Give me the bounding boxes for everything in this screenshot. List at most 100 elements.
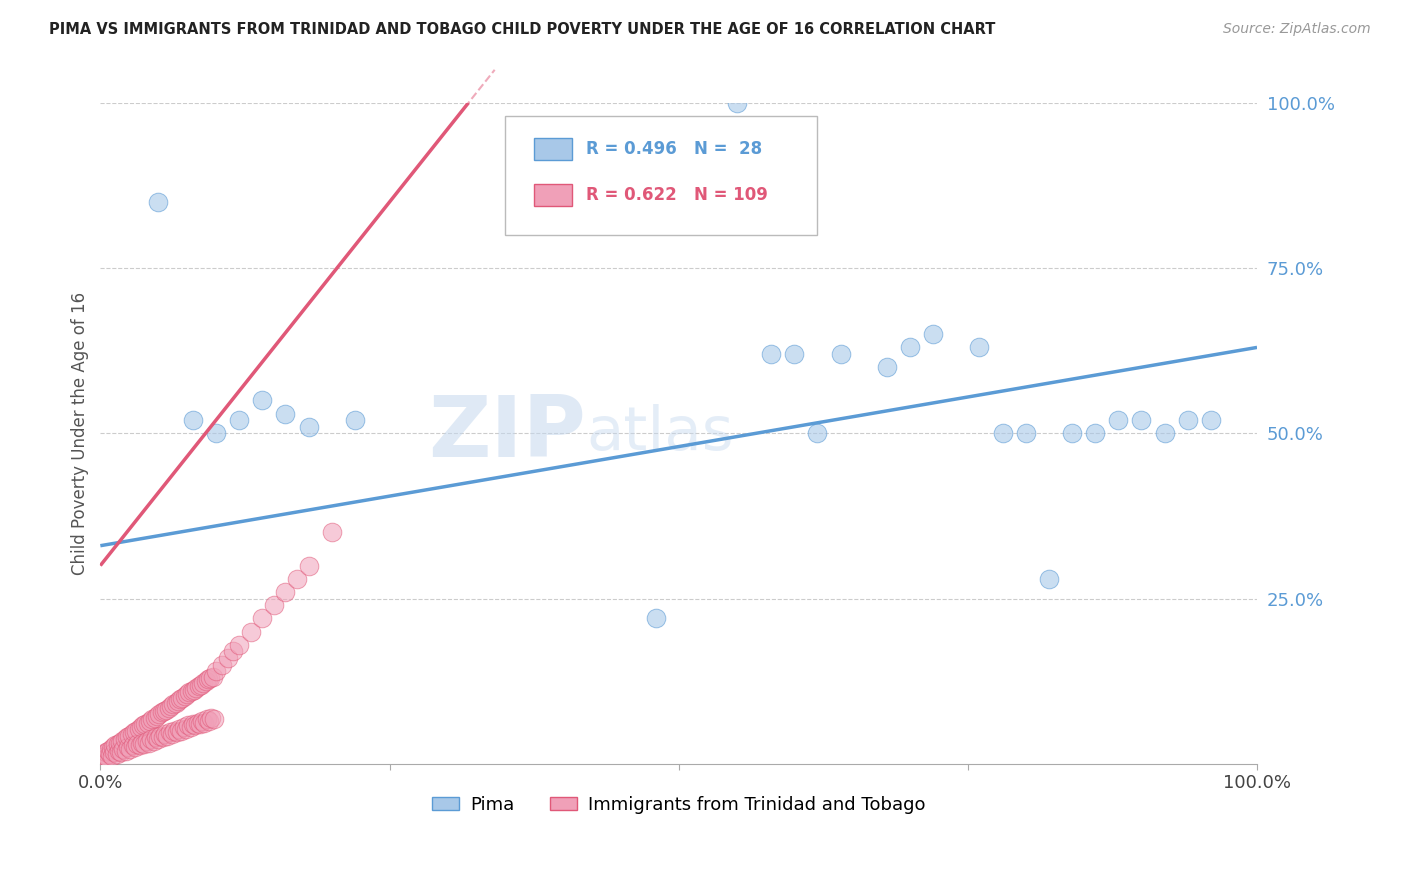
Point [252,611,274,625]
Point [117,740,139,755]
Point [228,638,250,652]
Point [1153,426,1175,441]
Point [149,729,172,743]
Point [112,742,135,756]
Point [180,684,202,698]
Point [120,742,142,756]
Point [167,723,190,737]
Point [1060,426,1083,441]
Point [239,624,262,639]
Point [129,721,152,735]
Point [181,413,204,427]
Point [94,745,117,759]
Point [128,739,150,753]
Point [297,419,319,434]
Point [180,721,202,735]
Point [761,347,783,361]
Point [222,644,245,658]
Point [127,737,149,751]
Bar [534,138,572,160]
Point [146,709,169,723]
Point [1084,426,1107,441]
FancyBboxPatch shape [505,116,817,235]
Point [152,731,174,745]
Point [188,717,211,731]
Point [922,327,945,342]
Point [830,347,852,361]
Point [177,718,200,732]
Text: Source: ZipAtlas.com: Source: ZipAtlas.com [1223,22,1371,37]
Point [991,426,1014,441]
Point [139,714,162,728]
Point [1130,413,1153,427]
Point [184,718,207,732]
Point [155,703,177,717]
Point [150,706,173,720]
Point [153,727,176,741]
Point [136,715,159,730]
Point [97,743,120,757]
Point [898,340,921,354]
Point [153,704,176,718]
Point [134,717,156,731]
Point [173,721,195,735]
Point [191,714,214,728]
Text: R = 0.622   N = 109: R = 0.622 N = 109 [586,186,768,204]
Point [194,674,217,689]
Point [186,715,208,730]
Point [122,725,145,739]
Point [163,723,186,738]
Point [263,598,285,612]
Point [114,743,136,757]
Point [96,750,118,764]
Point [143,710,166,724]
Point [170,723,193,738]
Point [201,669,224,683]
Point [93,747,115,761]
Point [134,737,156,751]
Text: atlas: atlas [586,404,734,463]
Point [200,710,222,724]
Point [198,714,221,728]
Point [644,611,666,625]
Point [725,95,748,110]
Point [169,692,191,706]
Point [145,731,167,745]
Point [105,747,128,761]
Point [107,737,129,751]
Text: R = 0.496   N =  28: R = 0.496 N = 28 [586,140,762,158]
Point [197,672,219,686]
Point [103,745,125,759]
Point [128,723,150,737]
Point [135,733,157,747]
Point [174,723,197,737]
Point [98,747,121,761]
Point [157,700,180,714]
Point [104,739,127,753]
Point [176,688,198,702]
Point [141,731,163,746]
Point [806,426,828,441]
Point [108,736,131,750]
Point [193,676,215,690]
Point [285,572,308,586]
Point [148,731,170,746]
Point [141,712,163,726]
Y-axis label: Child Poverty Under the Age of 16: Child Poverty Under the Age of 16 [72,292,89,575]
Point [108,743,131,757]
Point [252,393,274,408]
Point [100,742,122,756]
Point [173,690,195,704]
Bar [534,185,572,206]
Point [321,525,343,540]
Point [1038,572,1060,586]
Point [160,727,183,741]
Point [132,718,155,732]
Legend: Pima, Immigrants from Trinidad and Tobago: Pima, Immigrants from Trinidad and Tobag… [425,789,932,821]
Point [118,729,141,743]
Point [114,731,136,746]
Point [274,585,297,599]
Point [121,727,143,741]
Point [156,729,179,743]
Point [101,748,124,763]
